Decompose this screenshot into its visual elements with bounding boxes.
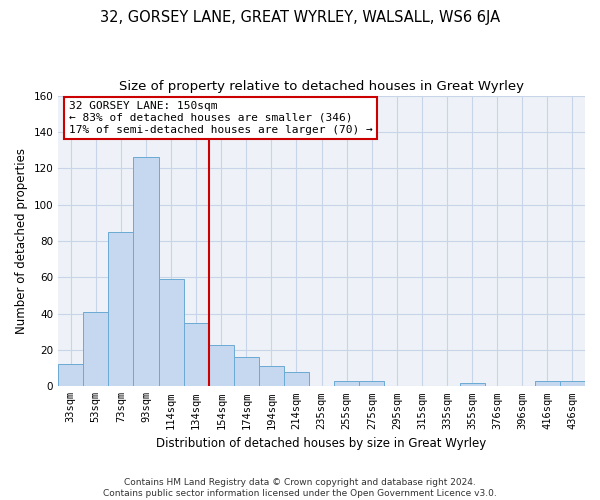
Bar — [209, 344, 234, 387]
Bar — [560, 381, 585, 386]
X-axis label: Distribution of detached houses by size in Great Wyrley: Distribution of detached houses by size … — [157, 437, 487, 450]
Bar — [334, 381, 359, 386]
Text: Contains HM Land Registry data © Crown copyright and database right 2024.
Contai: Contains HM Land Registry data © Crown c… — [103, 478, 497, 498]
Bar — [133, 158, 158, 386]
Bar — [184, 322, 209, 386]
Bar — [284, 372, 309, 386]
Bar — [535, 381, 560, 386]
Y-axis label: Number of detached properties: Number of detached properties — [15, 148, 28, 334]
Bar — [359, 381, 385, 386]
Bar — [109, 232, 133, 386]
Text: 32 GORSEY LANE: 150sqm
← 83% of detached houses are smaller (346)
17% of semi-de: 32 GORSEY LANE: 150sqm ← 83% of detached… — [69, 102, 373, 134]
Bar — [58, 364, 83, 386]
Bar — [259, 366, 284, 386]
Bar — [158, 279, 184, 386]
Bar — [460, 382, 485, 386]
Title: Size of property relative to detached houses in Great Wyrley: Size of property relative to detached ho… — [119, 80, 524, 93]
Bar — [83, 312, 109, 386]
Bar — [234, 357, 259, 386]
Text: 32, GORSEY LANE, GREAT WYRLEY, WALSALL, WS6 6JA: 32, GORSEY LANE, GREAT WYRLEY, WALSALL, … — [100, 10, 500, 25]
